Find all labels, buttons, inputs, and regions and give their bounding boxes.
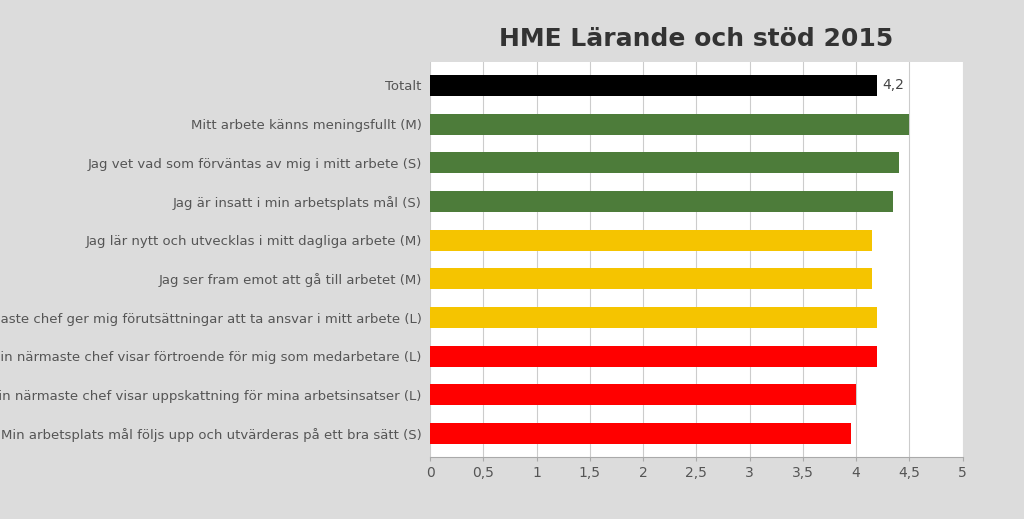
Text: 4,2: 4,2: [883, 78, 904, 92]
Bar: [430, 229, 872, 251]
Bar: [430, 423, 851, 444]
Bar: [430, 75, 878, 96]
Bar: [430, 191, 893, 212]
Bar: [430, 114, 909, 135]
Bar: [430, 268, 872, 290]
Title: HME Lärande och stöd 2015: HME Lärande och stöd 2015: [499, 26, 894, 51]
Bar: [430, 307, 878, 328]
Bar: [430, 152, 899, 173]
Bar: [430, 346, 878, 367]
Bar: [430, 384, 856, 405]
